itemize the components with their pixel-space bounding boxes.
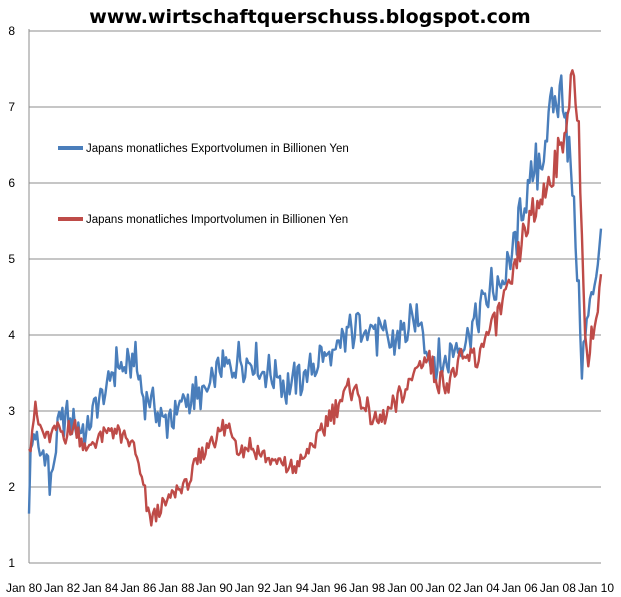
y-tick-label: 5 [8, 252, 15, 266]
x-axis-tick-labels: Jan 80 Jan 82 Jan 84 Jan 86 Jan 88 Jan 90 Jan … [6, 581, 614, 595]
site-title: www.wirtschaftquerschuss.blogspot.com [89, 6, 530, 28]
series-line-import [28, 69, 603, 527]
legend: Japans monatliches Exportvolumen in Bill… [58, 143, 349, 226]
legend-label-import: Japans monatliches Importvolumen in Bill… [86, 214, 348, 226]
gridlines [29, 30, 601, 488]
y-tick-label: 7 [8, 100, 15, 114]
x-tick-label: Jan 08 [540, 581, 576, 595]
y-tick-label: 1 [8, 556, 15, 570]
x-tick-label: Jan 96 [311, 581, 347, 595]
x-tick-label: Jan 86 [120, 581, 156, 595]
series-line-export [27, 74, 603, 514]
legend-label-export: Japans monatliches Exportvolumen in Bill… [86, 143, 349, 155]
x-tick-label: Jan 04 [464, 581, 500, 595]
x-tick-label: Jan 84 [82, 581, 118, 595]
y-tick-label: 4 [8, 328, 15, 342]
x-tick-label: Jan 88 [159, 581, 195, 595]
x-tick-label: Jan 94 [273, 581, 309, 595]
x-tick-label: Jan 82 [44, 581, 80, 595]
x-tick-label: Jan 02 [425, 581, 461, 595]
x-tick-label: Jan 92 [235, 581, 271, 595]
y-tick-label: 6 [8, 176, 15, 190]
plot-area [27, 69, 603, 527]
x-tick-label: Jan 80 [6, 581, 42, 595]
x-tick-label: Jan 90 [197, 581, 233, 595]
y-tick-label: 2 [8, 480, 15, 494]
x-tick-label: Jan 00 [387, 581, 423, 595]
axes [28, 29, 601, 564]
y-tick-label: 8 [8, 24, 15, 38]
y-tick-label: 3 [8, 404, 15, 418]
y-axis-tick-labels: 1 2 3 4 5 6 7 8 [8, 24, 15, 570]
x-tick-label: Jan 10 [578, 581, 614, 595]
x-tick-label: Jan 98 [349, 581, 385, 595]
x-tick-label: Jan 06 [502, 581, 538, 595]
